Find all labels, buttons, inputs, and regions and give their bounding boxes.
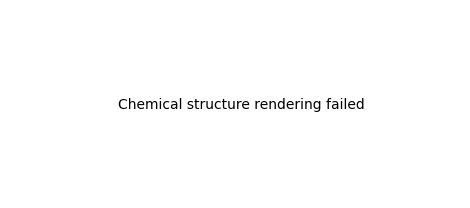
Text: Chemical structure rendering failed: Chemical structure rendering failed <box>118 98 364 112</box>
